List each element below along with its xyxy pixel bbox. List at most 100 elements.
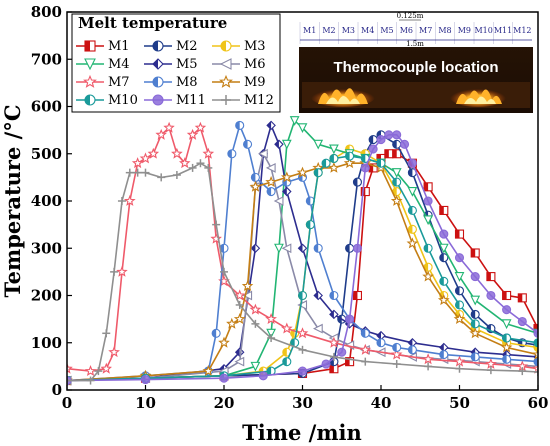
data-point-m1-11: [392, 149, 402, 159]
legend-label-m4: M4: [108, 57, 130, 72]
series-m12: [67, 159, 538, 385]
series-m7: [67, 121, 538, 377]
data-point-m11-6: [337, 347, 347, 357]
data-point-m12-24: [455, 364, 464, 373]
data-point-m12-12: [196, 159, 205, 168]
data-point-m11-9: [360, 163, 370, 173]
data-point-m10-16: [423, 243, 433, 253]
data-point-m1-16: [470, 248, 480, 258]
legend-marker-m7: [83, 74, 97, 88]
data-point-m12-5: [117, 197, 126, 205]
data-point-m8-5: [227, 149, 237, 159]
data-point-m12-20: [329, 352, 338, 361]
data-point-m11-11: [376, 135, 386, 145]
data-point-m8-21: [470, 352, 480, 362]
data-point-m12-13: [204, 163, 213, 172]
data-point-m4-17: [438, 243, 449, 254]
data-point-m7-27: [453, 355, 466, 367]
legend-item-m1: M1: [76, 39, 130, 54]
data-point-m1-6: [352, 290, 363, 301]
sensor-label-m12: M12: [513, 26, 531, 35]
series-m11: [67, 130, 538, 386]
data-point-m8-22: [502, 354, 512, 364]
data-point-m8-14: [329, 290, 339, 301]
legend-marker-m2: [152, 40, 164, 52]
data-point-m10-12: [360, 153, 370, 164]
data-point-m9-19: [437, 294, 450, 306]
data-point-m5-15: [407, 337, 418, 348]
data-point-m4-6: [281, 139, 292, 150]
data-point-m9-6: [241, 279, 254, 292]
data-point-m4-9: [313, 139, 324, 150]
data-point-m7-24: [359, 343, 372, 355]
data-point-m9-9: [280, 171, 293, 183]
data-point-m11-10: [368, 144, 378, 154]
y-axis-title: Temperature /°C: [0, 104, 25, 297]
data-point-m7-28: [485, 357, 497, 369]
data-point-m8-8: [250, 172, 260, 182]
left-flame-core: [326, 96, 360, 104]
data-point-m6-3: [234, 356, 245, 367]
data-point-m10-17: [439, 276, 449, 286]
data-point-m5-10: [313, 290, 323, 301]
data-point-m10-21: [533, 338, 538, 348]
data-point-m6-11: [312, 323, 323, 334]
sensor-label-m9: M9: [458, 26, 471, 35]
data-point-m4-20: [501, 319, 512, 330]
data-point-m7-11: [171, 147, 183, 159]
sensor-label-m10: M10: [474, 26, 492, 35]
data-point-m5-14: [376, 330, 386, 341]
data-point-m12-14: [212, 220, 221, 229]
data-point-m8-16: [360, 328, 370, 338]
data-point-m7-20: [265, 313, 277, 325]
sensor-label-m11: M11: [494, 26, 512, 35]
series-m10: [67, 151, 538, 386]
data-point-m7-19: [249, 303, 262, 315]
length-label: 1.5m: [406, 40, 424, 48]
legend-entries: M1 M2 M3 M4 M5 M6 M7 M8 M9 M10 M11 M12: [76, 39, 274, 108]
data-point-m12-19: [298, 345, 307, 354]
legend-item-m10: M10: [76, 93, 138, 108]
legend-marker-m10: [84, 94, 96, 106]
data-point-m12-6: [125, 168, 134, 177]
x-tick-label-60: 60: [528, 394, 549, 412]
legend-marker-m12: [221, 95, 231, 105]
data-point-m7-15: [202, 147, 215, 159]
data-point-m7-12: [178, 157, 191, 169]
data-point-m10-9: [321, 158, 331, 168]
x-tick-label-50: 50: [449, 394, 470, 412]
data-point-m10-10: [329, 153, 339, 164]
data-point-m9-16: [390, 194, 403, 206]
data-point-m2-7: [352, 177, 363, 187]
y-tick-label-400: 400: [31, 192, 62, 210]
data-point-m11-19: [470, 272, 480, 282]
data-point-m12-25: [486, 366, 495, 375]
data-point-m8-12: [305, 196, 315, 206]
data-point-m5-6: [266, 120, 276, 131]
series-line-m10: [67, 155, 538, 382]
legend-marker-m6: [219, 58, 232, 70]
data-point-m12-1: [86, 376, 95, 385]
data-point-m8-17: [376, 338, 386, 348]
data-point-m6-10: [297, 300, 308, 310]
data-point-m8-13: [313, 243, 323, 253]
legend-label-m11: M11: [176, 93, 206, 108]
data-point-m4-19: [470, 295, 481, 306]
data-point-m8-19: [407, 345, 417, 355]
legend-marker-m1: [84, 40, 96, 52]
data-point-m6-6: [258, 148, 268, 159]
data-point-m12-15: [220, 267, 228, 276]
legend-item-m5: M5: [144, 57, 198, 72]
data-point-m6-8: [273, 196, 284, 206]
legend-item-m11: M11: [144, 93, 206, 108]
data-point-m10-6: [297, 290, 308, 301]
data-point-m9-20: [453, 313, 466, 325]
data-point-m12-9: [157, 173, 166, 182]
sensor-label-m8: M8: [438, 26, 451, 35]
data-point-m7-0: [67, 362, 73, 374]
data-point-m7-10: [163, 121, 175, 133]
data-point-m10-14: [392, 177, 402, 187]
data-point-m4-5: [274, 243, 284, 254]
data-point-m5-4: [250, 243, 261, 254]
